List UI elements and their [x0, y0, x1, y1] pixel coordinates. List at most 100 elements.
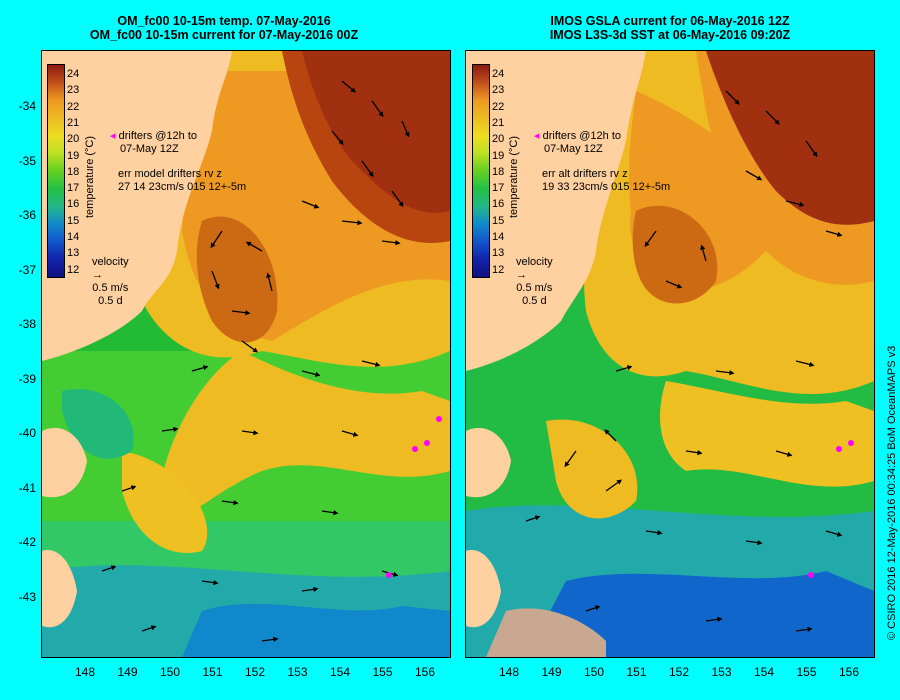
left-title-line2: OM_fc00 10-15m current for 07-May-2016 0…	[89, 28, 359, 42]
drifter-marker	[412, 446, 418, 452]
latitude-tick-label: -40	[18, 426, 36, 440]
colorbar-tick-label: 24	[67, 68, 80, 80]
left-current-vectors	[101, 80, 410, 642]
longitude-tick-label: 152	[244, 665, 266, 679]
right-err-line1: err alt drifters rv z	[542, 168, 628, 180]
colorbar-tick-label: 20	[492, 133, 505, 146]
right-title-line2: IMOS L3S-3d SST at 06-May-2016 09:20Z	[549, 28, 791, 42]
drifter-marker	[424, 440, 430, 446]
right-drifters-line1: drifters @12h to	[542, 130, 622, 142]
right-colorbar-label: temperature (°C)	[508, 135, 520, 218]
left-error-note: err model drifters rv z 27 14 23cm/s 015…	[118, 168, 246, 194]
latitude-tick-label: -39	[18, 371, 36, 386]
colorbar-tick-label: 12	[67, 263, 80, 276]
land-island	[466, 427, 511, 498]
latitude-tick-label: -36	[18, 208, 36, 222]
colorbar-tick-label: 19	[67, 149, 80, 162]
left-colorbar-label: temperature (°C)	[84, 135, 96, 218]
colorbar-tick-label: 14	[492, 231, 505, 243]
latitude-tick-label: -42	[18, 535, 36, 549]
colorbar-tick-label: 16	[67, 198, 80, 211]
left-err-line2: 27 14 23cm/s 015 12+-5m	[118, 181, 247, 193]
longitude-tick-label: 153	[287, 665, 308, 679]
latitude-tick-label: -37	[18, 262, 36, 277]
velocity-label: velocity	[92, 256, 129, 268]
colorbar-tick-label: 23	[492, 84, 505, 97]
right-map-panel	[465, 50, 875, 658]
land-island	[42, 427, 87, 498]
land-mainland	[466, 51, 646, 371]
colorbar-tick-label: 12	[492, 263, 505, 276]
colorbar-tick-label: 17	[67, 182, 80, 195]
drifter-marker	[436, 416, 442, 422]
longitude-tick-label: 151	[202, 665, 223, 679]
latitude-tick-label: -34	[18, 99, 36, 113]
colorbar-tick-label: 15	[67, 214, 80, 227]
drifter-marker	[836, 446, 842, 452]
colorbar-tick-label: 16	[492, 198, 505, 211]
left-colorbar	[47, 64, 65, 278]
velocity-time: 0.5 d	[98, 295, 123, 307]
longitude-tick-label: 153	[711, 665, 732, 679]
drifter-marker	[848, 440, 854, 446]
colorbar-tick-label: 14	[67, 231, 80, 243]
colorbar-tick-label: 21	[67, 116, 80, 129]
longitude-tick-label: 151	[626, 665, 647, 679]
velocity-time: 0.5 d	[522, 295, 547, 307]
velocity-speed: 0.5 m/s	[92, 282, 129, 294]
velocity-arrow-icon: →	[516, 269, 527, 281]
longitude-tick-label: 154	[329, 665, 351, 679]
velocity-speed: 0.5 m/s	[516, 282, 553, 294]
longitude-tick-label: 155	[796, 665, 817, 679]
velocity-label: velocity	[516, 256, 553, 268]
left-title-line1: OM_fc00 10-15m temp. 07-May-2016	[117, 14, 331, 28]
longitude-tick-label: 156	[414, 665, 436, 679]
longitude-tick-label: 150	[159, 665, 181, 679]
longitude-tick-label: 152	[668, 665, 690, 679]
colorbar-tick-label: 15	[492, 214, 505, 227]
drifter-marker	[386, 572, 392, 578]
colorbar-tick-label: 19	[492, 149, 505, 162]
left-drifters-note: ◂ drifters @12h to 07-May 12Z	[110, 130, 198, 155]
colorbar-tick-label: 22	[492, 100, 505, 113]
longitude-tick-label: 149	[541, 665, 562, 679]
longitude-tick-label: 150	[583, 665, 605, 679]
right-title: IMOS GSLA current for 06-May-2016 12Z IM…	[470, 14, 870, 42]
colorbar-tick-label: 20	[67, 133, 80, 146]
colorbar-tick-label: 13	[492, 247, 505, 260]
left-map	[42, 51, 450, 657]
copyright-notice: © CSIRO 2016 12-May-2016 00:34:25 BoM Oc…	[886, 345, 898, 640]
colorbar-tick-label: 22	[67, 100, 80, 113]
left-velocity-legend: velocity → 0.5 m/s 0.5 d	[92, 256, 129, 308]
longitude-tick-label: 149	[117, 665, 138, 679]
right-title-line1: IMOS GSLA current for 06-May-2016 12Z	[550, 14, 790, 28]
left-title: OM_fc00 10-15m temp. 07-May-2016 OM_fc00…	[24, 14, 424, 42]
left-drifters-line2: 07-May 12Z	[120, 143, 179, 155]
left-err-line1: err model drifters rv z	[118, 168, 222, 180]
longitude-tick-label: 154	[753, 665, 775, 679]
longitude-tick-label: 148	[498, 665, 520, 679]
latitude-tick-label: -43	[18, 589, 36, 604]
latitude-tick-label: -38	[18, 317, 36, 331]
colorbar-tick-label: 18	[492, 165, 505, 178]
velocity-arrow-icon: →	[92, 269, 103, 281]
right-map	[466, 51, 874, 657]
drifter-marker	[808, 572, 814, 578]
longitude-tick-label: 148	[74, 665, 96, 679]
longitude-tick-label: 156	[838, 665, 860, 679]
latitude-tick-label: -35	[18, 153, 36, 168]
right-error-note: err alt drifters rv z 19 33 23cm/s 015 1…	[542, 168, 670, 194]
right-drifters-line2: 07-May 12Z	[544, 143, 603, 155]
colorbar-tick-label: 13	[67, 247, 80, 260]
right-err-line2: 19 33 23cm/s 015 12+-5m	[542, 181, 671, 193]
colorbar-tick-label: 17	[492, 182, 505, 195]
longitude-tick-label: 155	[372, 665, 393, 679]
colorbar-tick-label: 21	[492, 116, 505, 129]
right-drifters-note: ◂ drifters @12h to 07-May 12Z	[534, 130, 622, 155]
colorbar-tick-label: 23	[67, 84, 80, 97]
colorbar-tick-label: 24	[492, 68, 505, 80]
latitude-tick-label: -41	[18, 480, 36, 495]
left-drifters-line1: drifters @12h to	[118, 130, 198, 142]
right-colorbar	[472, 64, 490, 278]
right-velocity-legend: velocity → 0.5 m/s 0.5 d	[516, 256, 553, 308]
